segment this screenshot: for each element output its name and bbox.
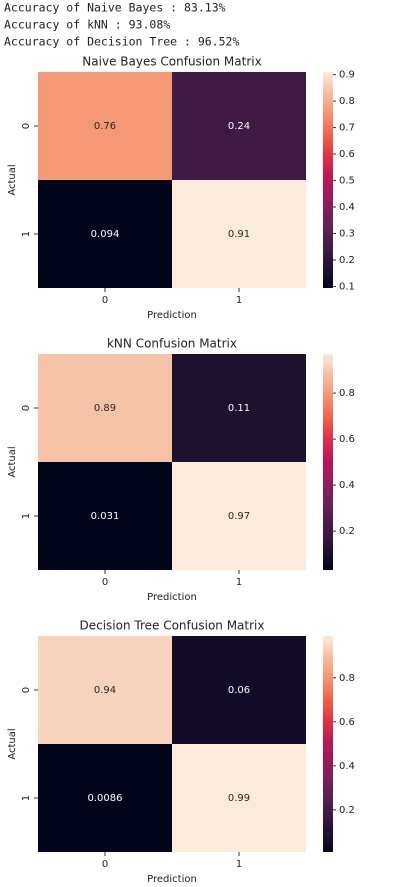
colorbar-tick-label: 0.8: [339, 96, 355, 107]
colorbar: [323, 636, 333, 852]
colorbar-tick-label: 0.6: [339, 149, 355, 160]
heatmap-cell: [172, 354, 306, 462]
heatmap-cell: [172, 72, 306, 180]
colorbar: [323, 72, 333, 288]
colorbar-tick-label: 0.4: [339, 480, 355, 491]
colorbar-tick-label: 0.3: [339, 228, 355, 239]
colorbar-tick-label: 0.5: [339, 176, 355, 187]
heatmap-cell: [172, 180, 306, 288]
heatmap-cell: [38, 354, 172, 462]
x-axis-label: Prediction: [147, 592, 197, 603]
cell-label: 0.094: [91, 229, 120, 240]
cell-label: 0.97: [228, 511, 250, 522]
cell-label: 0.031: [91, 511, 120, 522]
y-tick-label: 1: [21, 513, 32, 519]
heatmap-cell: [38, 72, 172, 180]
x-axis-label: Prediction: [147, 874, 197, 885]
colorbar-tick-label: 0.8: [339, 388, 355, 399]
heatmap-cell: [172, 636, 306, 744]
x-axis-label: Prediction: [147, 310, 197, 321]
y-tick-label: 0: [21, 687, 32, 693]
cell-label: 0.0086: [88, 793, 123, 804]
heatmap-cell: [172, 744, 306, 852]
colorbar-tick-label: 0.9: [339, 70, 355, 81]
y-axis-label: Actual: [7, 446, 18, 477]
y-axis-label: Actual: [7, 728, 18, 759]
colorbar-tick-label: 0.6: [339, 434, 355, 445]
colorbar-tick-label: 0.2: [339, 255, 355, 266]
cell-label: 0.89: [94, 403, 116, 414]
output-line: Accuracy of Naive Bayes : 83.13%: [4, 1, 226, 15]
colorbar-tick-label: 0.2: [339, 805, 355, 816]
heatmap-cell: [38, 744, 172, 852]
y-tick-label: 1: [21, 795, 32, 801]
output-line: Accuracy of Decision Tree : 96.52%: [4, 35, 239, 49]
heatmap-cell: [38, 462, 172, 570]
output-line: Accuracy of kNN : 93.08%: [4, 18, 170, 32]
heatmap-cell: [38, 180, 172, 288]
x-tick-label: 1: [236, 859, 242, 870]
x-tick-label: 1: [236, 295, 242, 306]
y-tick-label: 0: [21, 123, 32, 129]
chart-title: Decision Tree Confusion Matrix: [79, 619, 264, 633]
colorbar-tick-label: 0.8: [339, 673, 355, 684]
colorbar-tick-label: 0.1: [339, 281, 355, 292]
colorbar-tick-label: 0.6: [339, 717, 355, 728]
heatmap-cell: [38, 636, 172, 744]
y-tick-label: 0: [21, 405, 32, 411]
colorbar-tick-label: 0.4: [339, 202, 355, 213]
chart-title: Naive Bayes Confusion Matrix: [82, 55, 261, 69]
colorbar: [323, 354, 333, 570]
cell-label: 0.99: [228, 793, 250, 804]
colorbar-tick-label: 0.7: [339, 123, 355, 134]
cell-label: 0.06: [228, 685, 250, 696]
x-tick-label: 0: [102, 577, 108, 588]
colorbar-tick-label: 0.4: [339, 761, 355, 772]
y-axis-label: Actual: [7, 164, 18, 195]
x-tick-label: 0: [102, 295, 108, 306]
cell-label: 0.91: [228, 229, 250, 240]
colorbar-tick-label: 0.2: [339, 526, 355, 537]
cell-label: 0.24: [228, 121, 250, 132]
y-tick-label: 1: [21, 231, 32, 237]
cell-label: 0.94: [94, 685, 116, 696]
chart-title: kNN Confusion Matrix: [107, 337, 237, 351]
heatmap-cell: [172, 462, 306, 570]
cell-label: 0.76: [94, 121, 116, 132]
x-tick-label: 1: [236, 577, 242, 588]
cell-label: 0.11: [228, 403, 250, 414]
x-tick-label: 0: [102, 859, 108, 870]
